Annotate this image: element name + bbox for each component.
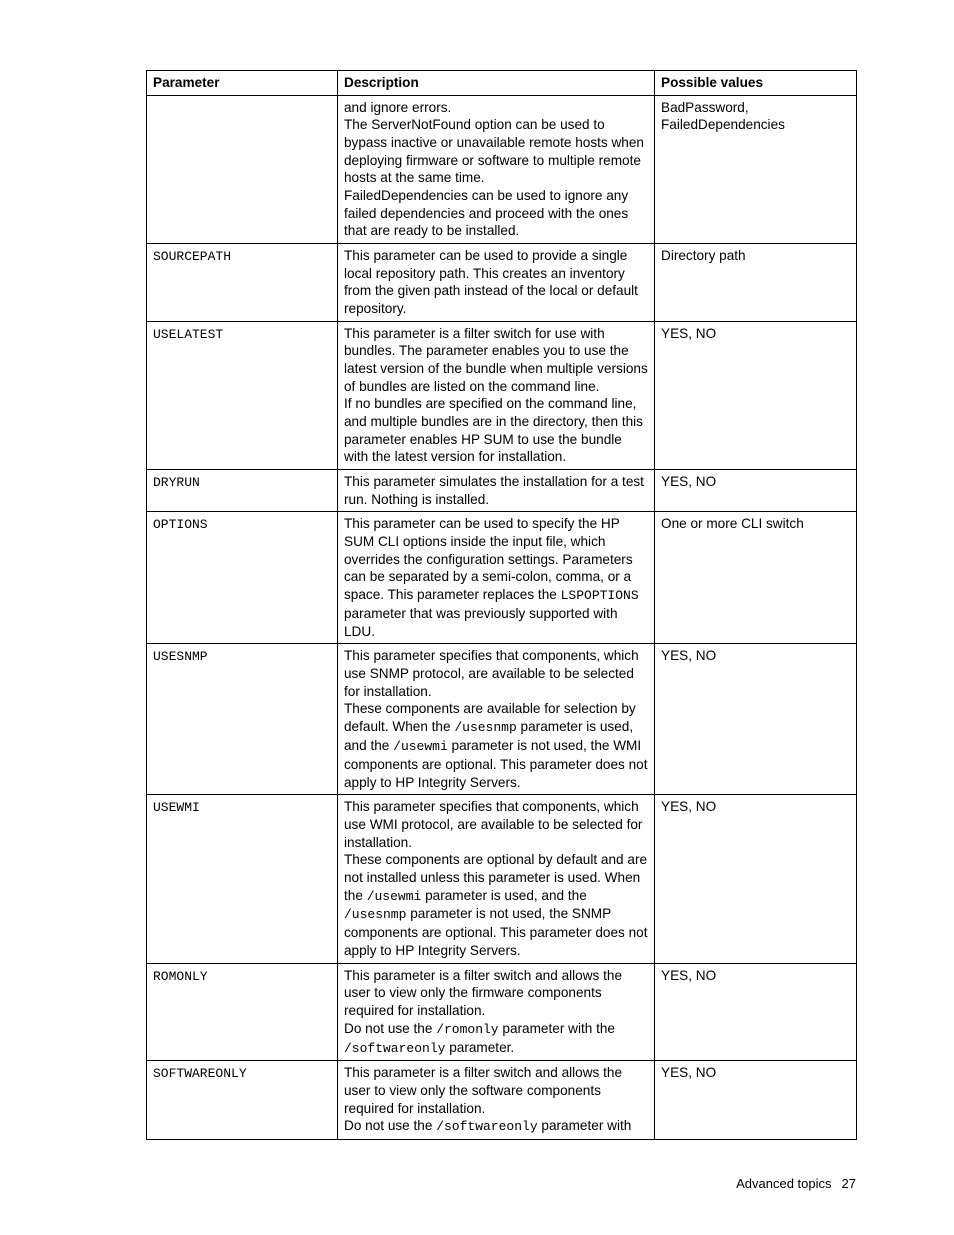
cell-description: This parameter can be used to specify th… [338,512,655,644]
param-code: USELATEST [153,327,223,342]
desc-line: Do not use the /romonly parameter with t… [344,1020,648,1058]
cell-description: This parameter simulates the installatio… [338,470,655,512]
desc-text: parameter with the [499,1021,615,1036]
cell-possible-values: YES, NO [655,795,857,963]
cell-description: This parameter specifies that components… [338,644,655,795]
cell-parameter: ROMONLY [147,963,338,1061]
cell-possible-values: BadPassword, FailedDependencies [655,95,857,243]
header-parameter: Parameter [147,71,338,96]
desc-line: Do not use the /softwareonly parameter w… [344,1117,648,1136]
desc-line: This parameter is a filter switch and al… [344,967,648,1020]
table-row: OPTIONS This parameter can be used to sp… [147,512,857,644]
table-row: USEWMI This parameter specifies that com… [147,795,857,963]
desc-text: Do not use the [344,1118,436,1133]
footer-page-number: 27 [842,1176,856,1191]
desc-line: These components are optional by default… [344,851,648,959]
param-code: DRYRUN [153,475,200,490]
desc-line: This parameter is a filter switch for us… [344,325,648,396]
inline-code: LSPOPTIONS [561,588,639,603]
table-row: USESNMP This parameter specifies that co… [147,644,857,795]
cell-possible-values: YES, NO [655,963,857,1061]
cell-parameter: DRYRUN [147,470,338,512]
desc-text: parameter that was previously supported … [344,606,618,639]
cell-parameter: SOURCEPATH [147,244,338,322]
desc-line: The ServerNotFound option can be used to… [344,116,648,187]
cell-parameter: SOFTWAREONLY [147,1061,338,1140]
page-footer: Advanced topics 27 [736,1176,856,1191]
desc-line: FailedDependencies can be used to ignore… [344,187,648,240]
cell-possible-values: YES, NO [655,1061,857,1140]
desc-line: This parameter specifies that components… [344,647,648,700]
header-possible-values: Possible values [655,71,857,96]
inline-code: /usewmi [393,739,448,754]
param-code: USEWMI [153,800,200,815]
inline-code: /softwareonly [436,1119,537,1134]
inline-code: /usewmi [367,889,422,904]
table-header-row: Parameter Description Possible values [147,71,857,96]
param-code: ROMONLY [153,969,208,984]
inline-code: /softwareonly [344,1041,445,1056]
desc-line: This parameter is a filter switch and al… [344,1064,648,1117]
inline-code: /usesnmp [344,907,406,922]
inline-code: /usesnmp [454,720,516,735]
param-code: SOFTWAREONLY [153,1066,247,1081]
desc-line: This parameter specifies that components… [344,798,648,851]
header-description: Description [338,71,655,96]
cell-parameter [147,95,338,243]
table-row: SOURCEPATH This parameter can be used to… [147,244,857,322]
cell-parameter: OPTIONS [147,512,338,644]
table-row: and ignore errors. The ServerNotFound op… [147,95,857,243]
footer-section-title: Advanced topics [736,1176,831,1191]
table-row: SOFTWAREONLY This parameter is a filter … [147,1061,857,1140]
cell-possible-values: One or more CLI switch [655,512,857,644]
table-row: ROMONLY This parameter is a filter switc… [147,963,857,1061]
table-row: USELATEST This parameter is a filter swi… [147,321,857,469]
desc-text: Do not use the [344,1021,436,1036]
cell-parameter: USEWMI [147,795,338,963]
parameter-table: Parameter Description Possible values an… [146,70,857,1140]
cell-possible-values: YES, NO [655,321,857,469]
cell-parameter: USELATEST [147,321,338,469]
param-code: OPTIONS [153,517,208,532]
cell-possible-values: YES, NO [655,644,857,795]
cell-description: This parameter is a filter switch and al… [338,963,655,1061]
cell-description: This parameter specifies that components… [338,795,655,963]
cell-description: This parameter is a filter switch and al… [338,1061,655,1140]
table-row: DRYRUN This parameter simulates the inst… [147,470,857,512]
cell-possible-values: YES, NO [655,470,857,512]
cell-parameter: USESNMP [147,644,338,795]
desc-line: These components are available for selec… [344,700,648,791]
desc-text: parameter. [445,1040,514,1055]
desc-line: If no bundles are specified on the comma… [344,395,648,466]
param-code: SOURCEPATH [153,249,231,264]
param-code: USESNMP [153,649,208,664]
desc-text: parameter with [538,1118,632,1133]
cell-possible-values: Directory path [655,244,857,322]
desc-text: parameter is used, and the [421,888,587,903]
desc-line: and ignore errors. [344,99,648,117]
cell-description: and ignore errors. The ServerNotFound op… [338,95,655,243]
inline-code: /romonly [436,1022,498,1037]
cell-description: This parameter is a filter switch for us… [338,321,655,469]
cell-description: This parameter can be used to provide a … [338,244,655,322]
